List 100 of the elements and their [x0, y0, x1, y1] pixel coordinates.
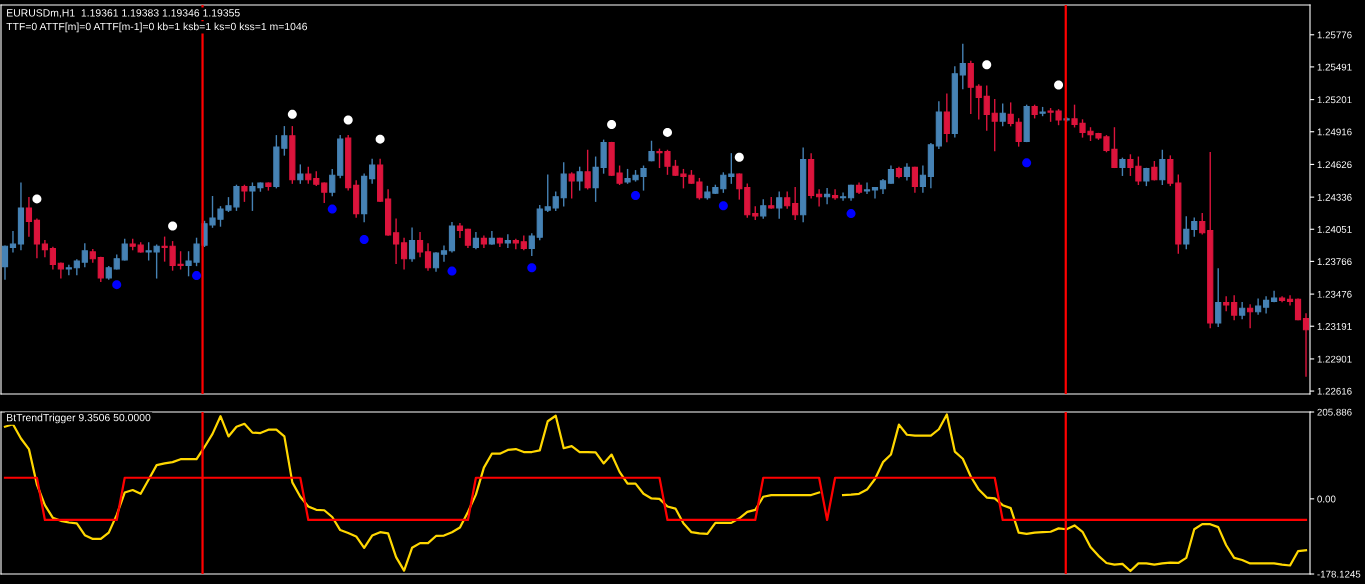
candlestick — [1231, 295, 1238, 321]
candlestick — [392, 218, 400, 264]
point — [327, 204, 337, 214]
point — [447, 266, 457, 276]
chart-title: BtTrendTrigger 9.3506 50.0000 — [7, 413, 151, 424]
candlestick — [648, 140, 655, 162]
candlestick — [967, 60, 974, 114]
point — [1054, 80, 1064, 90]
candlestick — [1255, 298, 1262, 315]
y-tick-label: 1.25201 — [1317, 96, 1352, 104]
y-tick-label: 0.00 — [1317, 495, 1336, 503]
candlestick — [1159, 149, 1166, 185]
candlestick — [560, 162, 567, 207]
candlestick — [776, 191, 783, 219]
candlestick — [1262, 296, 1270, 314]
candlestick — [1278, 296, 1286, 303]
point — [343, 115, 353, 125]
point — [112, 280, 122, 290]
candlestick — [584, 149, 591, 190]
candlestick — [464, 228, 472, 249]
candlestick — [839, 192, 847, 201]
y-tick-label: 1.23191 — [1317, 322, 1352, 330]
y-tick-label: 1.24051 — [1317, 226, 1352, 233]
candlestick — [41, 239, 49, 258]
candlestick — [991, 99, 998, 152]
point — [32, 194, 42, 204]
candlestick — [440, 245, 448, 262]
y-tick-label: 205.886 — [1317, 408, 1352, 416]
candlestick — [871, 186, 879, 199]
point — [527, 263, 537, 273]
candlestick — [121, 238, 128, 261]
candlestick — [400, 237, 408, 270]
candlestick — [816, 189, 823, 207]
candlestick — [528, 233, 535, 257]
candlestick — [432, 252, 440, 272]
candlestick — [1151, 161, 1158, 181]
candlestick — [416, 232, 424, 258]
candlestick — [1215, 268, 1222, 328]
point — [287, 109, 297, 119]
candlestick — [576, 166, 583, 191]
candlestick — [552, 191, 559, 211]
candlestick — [297, 164, 304, 184]
candlestick — [33, 218, 41, 259]
y-tick-label: 1.24626 — [1317, 161, 1352, 169]
y-tick-label: 1.22901 — [1317, 355, 1352, 363]
y-tick-label: 1.23766 — [1317, 258, 1352, 266]
candlestick — [424, 243, 432, 271]
candlestick — [1, 245, 9, 280]
y-tick-label: 1.24336 — [1317, 193, 1352, 201]
point — [1022, 158, 1032, 168]
point — [662, 127, 672, 137]
y-tick-label: 1.25776 — [1317, 31, 1352, 39]
candlestick — [369, 158, 376, 184]
candlestick — [49, 246, 56, 270]
candlestick — [512, 238, 519, 250]
candlestick — [1183, 216, 1190, 250]
candlestick — [1286, 295, 1294, 306]
candlestick — [943, 93, 950, 143]
candlestick — [329, 168, 336, 197]
candlestick — [760, 199, 767, 219]
candlestick — [65, 264, 72, 276]
candlestick — [959, 43, 966, 90]
candlestick — [792, 186, 799, 220]
candlestick — [25, 197, 33, 237]
candlestick — [919, 165, 926, 193]
point — [982, 60, 992, 70]
candlestick — [1223, 296, 1230, 312]
candlestick — [408, 227, 416, 262]
candlestick — [456, 223, 464, 238]
point — [375, 134, 385, 144]
y-tick-label: 1.24916 — [1317, 128, 1352, 136]
candlestick — [321, 182, 328, 204]
point — [168, 221, 178, 231]
candlestick — [975, 84, 982, 120]
point — [846, 209, 856, 219]
candlestick — [983, 85, 990, 131]
chart-title: EURUSDm,H1 1.19361 1.19383 1.19346 1.19355 — [7, 9, 240, 18]
candlestick — [81, 243, 88, 268]
candlestick — [544, 174, 551, 213]
point — [192, 271, 202, 281]
point — [359, 235, 369, 245]
point — [607, 120, 617, 130]
point — [734, 152, 744, 162]
y-tick-label: 1.23476 — [1317, 290, 1352, 298]
point — [718, 201, 728, 211]
candlestick — [999, 103, 1006, 127]
candlestick — [911, 166, 919, 193]
candlestick — [504, 234, 511, 249]
candlestick — [823, 188, 831, 205]
candlestick — [1199, 212, 1206, 235]
candlestick — [97, 256, 104, 282]
candlestick — [568, 172, 575, 199]
y-tick-label: 1.22616 — [1317, 387, 1352, 395]
candlestick — [831, 189, 839, 200]
candlestick — [863, 182, 871, 194]
candlestick — [1294, 298, 1302, 321]
y-tick-label: -178.1245 — [1317, 570, 1361, 578]
y-tick-label: 1.25491 — [1317, 63, 1352, 71]
text: TTF=0 ATTF[m]=0 ATTF[m-1]=0 kb=1 ksb=1 ks=0 kss=1 m=1046 — [6, 22, 308, 33]
candlestick — [1191, 217, 1198, 237]
